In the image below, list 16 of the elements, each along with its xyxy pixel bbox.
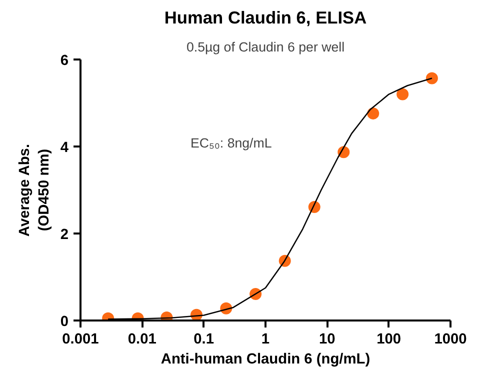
chart-title: Human Claudin 6, ELISA xyxy=(164,8,368,28)
x-axis-title: Anti-human Claudin 6 (ng/mL) xyxy=(160,352,370,368)
y-axis-title: Average Abs. (OD450 nm) xyxy=(17,144,52,237)
x-tick-label: 10 xyxy=(319,332,336,348)
y-tick-label: 2 xyxy=(60,227,69,243)
chart-subtitle: 0.5µg of Claudin 6 per well xyxy=(186,40,345,54)
x-tick-label: 0.01 xyxy=(128,332,156,348)
x-tick-label: 1 xyxy=(261,332,270,348)
x-tick-label: 0.1 xyxy=(194,332,214,348)
x-tick-label: 0.001 xyxy=(62,332,99,348)
y-tick-label: 0 xyxy=(60,314,69,330)
x-tick-label: 100 xyxy=(376,332,402,348)
y-tick-label: 4 xyxy=(60,140,70,156)
x-tick-label: 1000 xyxy=(434,332,467,348)
y-tick-label: 6 xyxy=(60,53,69,69)
annotation: EC₅₀: 8ng/mL xyxy=(190,136,272,150)
